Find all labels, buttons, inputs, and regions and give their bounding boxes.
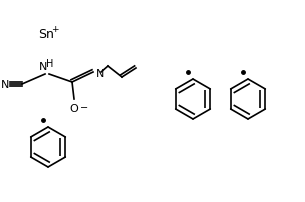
Text: Sn: Sn — [38, 28, 54, 41]
Text: H: H — [46, 59, 54, 69]
Text: N: N — [96, 69, 104, 79]
Text: N: N — [39, 62, 47, 72]
Text: +: + — [51, 25, 59, 34]
Text: O: O — [70, 103, 78, 114]
Text: N: N — [1, 80, 9, 89]
Text: −: − — [80, 102, 88, 113]
